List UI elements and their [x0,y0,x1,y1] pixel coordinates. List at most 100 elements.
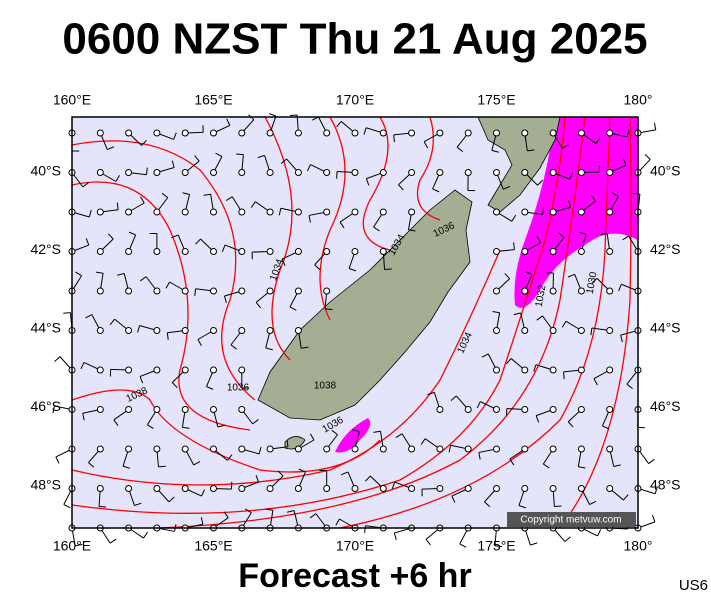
barb-station [549,366,557,374]
north-island [477,116,561,213]
barb-flag [425,539,431,546]
barb-station [125,248,133,255]
wind-barb [250,201,274,216]
barb-flag [476,401,481,409]
wind-barb [491,129,500,153]
wind-barb [255,287,274,309]
barb-station [408,208,416,216]
wind-barb [606,158,627,176]
barb-station [238,248,246,255]
wind-barb [373,208,387,232]
wind-barb [420,438,444,453]
barb-station [181,169,189,176]
wind-barb [80,361,104,374]
wind-barb [265,327,274,351]
barb-flag [281,258,286,266]
barb-station [96,129,104,137]
barb-station [379,445,387,453]
barb-flag [589,500,597,505]
wind-barb [181,406,190,429]
barb-flag [456,146,464,153]
wind-barb [339,208,359,229]
barb-station [210,208,217,216]
barb-flag [301,346,309,349]
barb-station [436,406,444,413]
barb-flag [339,221,345,229]
wind-barb [476,401,500,413]
barb-flag [230,344,238,350]
wind-barb [395,433,416,453]
longitude-label: 170°E [336,538,374,554]
wind-barb [450,395,472,413]
barb-station [238,485,246,492]
barb-station [464,169,472,176]
barb-station [294,327,302,334]
barb-flag [373,430,381,433]
barb-flag [116,202,119,210]
wind-barb [96,202,119,216]
barb-flag [427,391,435,396]
barb-station [351,169,359,176]
wind-barb [549,169,573,180]
barb-flag [622,235,629,241]
wind-barb [533,364,557,374]
product-code: US6 [679,577,708,594]
wind-barb [96,233,114,255]
wind-barb [266,439,289,453]
barb-station [210,485,217,492]
wind-barb [379,248,392,270]
barb-flag [364,475,371,482]
barb-station [606,406,614,413]
barb-flag [236,153,244,156]
wind-barb [549,200,571,216]
wind-barb [319,470,331,492]
barb-station [436,129,444,137]
barb-station [238,169,246,176]
barb-station [606,129,614,137]
barb-flag [654,486,658,494]
barb-flag [563,371,565,380]
title: 0600 NZST Thu 21 Aug 2025 [62,15,647,64]
latitude-label: 44°S [30,320,61,336]
barb-flag [194,155,200,162]
barb-station [436,445,444,453]
barb-flag [227,454,233,461]
wind-barb [398,169,416,191]
wind-barb [146,406,161,430]
barb-station [96,248,104,255]
wind-barb [238,406,259,425]
barb-station [294,208,302,216]
barb-station [96,485,104,492]
wind-barb [599,233,614,255]
barb-flag [348,268,357,272]
barb-flag [217,424,225,428]
barb-flag [391,481,396,489]
barb-station [521,445,529,453]
barb-flag [341,471,349,476]
barb-flag [280,158,287,165]
barb-station [521,208,529,216]
barb-station [153,129,161,137]
barb-flag [203,193,211,196]
map-frame [71,116,639,529]
latitude-label: 40°S [30,163,61,179]
barb-station [323,129,331,137]
barb-flag [255,475,260,483]
wind-barb [210,406,225,428]
wind-barb [314,248,331,271]
barb-flag [494,545,503,548]
barb-flag [459,543,467,548]
wind-barb [323,287,333,311]
barb-flag [393,532,397,541]
barb-flag [75,543,83,547]
barb-flag [158,465,166,468]
wind-barb [236,153,246,176]
barb-flag [128,231,136,236]
wind-barb [181,125,204,137]
wind-barb [165,281,189,295]
barb-station [210,169,217,176]
wind-barb [181,192,191,216]
barb-flag [147,424,154,430]
barb-station [266,287,274,295]
barb-flag [620,335,623,343]
